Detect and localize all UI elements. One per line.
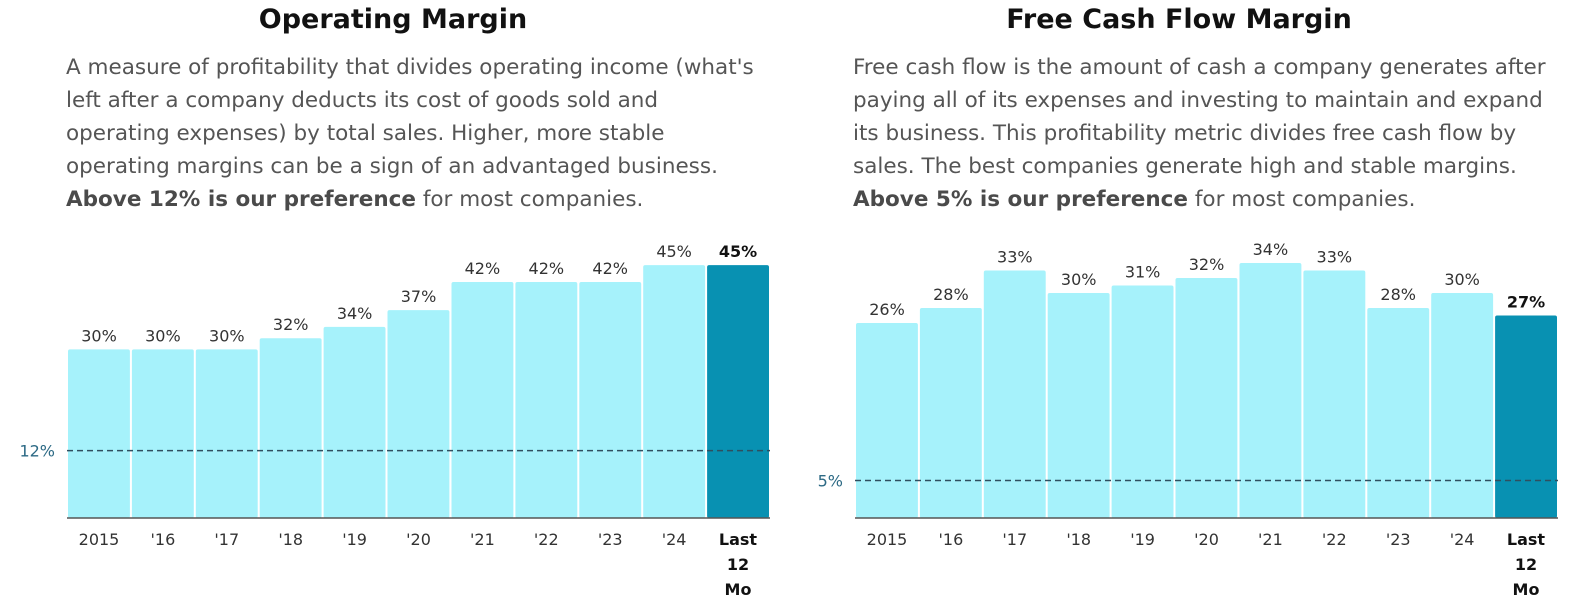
bar — [323, 326, 386, 518]
bar — [579, 282, 642, 518]
bar-value-label: 33% — [1317, 248, 1353, 267]
bar-value-label: 30% — [1444, 270, 1480, 289]
bar — [387, 310, 450, 518]
x-tick-label: '21 — [1258, 530, 1283, 549]
bar — [515, 282, 578, 518]
bar — [1111, 285, 1174, 518]
bar-value-label: 34% — [1253, 240, 1289, 259]
description-emphasis: Above 5% is our preference — [853, 187, 1189, 212]
description-emphasis: Above 12% is our preference — [66, 187, 416, 212]
x-tick-label: Last 12 Mo — [1507, 530, 1546, 599]
reference-line-label: 5% — [818, 472, 843, 491]
x-tick-label: '19 — [1130, 530, 1155, 549]
x-tick-label: '22 — [534, 530, 559, 549]
bar-current — [707, 265, 769, 518]
x-tick-label: Last 12 Mo — [719, 530, 758, 599]
x-tick-label: '17 — [214, 530, 239, 549]
x-tick-label: 2015 — [79, 530, 120, 549]
bar-value-label: 42% — [529, 259, 565, 278]
bar-value-label: 30% — [1061, 270, 1097, 289]
bar-value-label: 26% — [869, 300, 905, 319]
bar — [1367, 308, 1430, 518]
bar-value-label: 37% — [401, 287, 437, 306]
x-tick-label: '24 — [1450, 530, 1475, 549]
bar-value-label: 28% — [1380, 285, 1416, 304]
bar — [1239, 263, 1302, 518]
bar-value-label: 31% — [1125, 263, 1161, 282]
bar — [68, 349, 130, 518]
bar — [1303, 270, 1366, 518]
x-tick-label: '16 — [151, 530, 176, 549]
bar — [451, 282, 514, 518]
free-cash-flow-margin-chart: 26% 2015 28% '16 33% '17 30% '18 31% '19 32% '20 34%… — [818, 240, 1558, 599]
bar — [919, 308, 982, 518]
description-tail: for most companies. — [422, 187, 644, 212]
bar — [195, 349, 258, 518]
description-text: A measure of profitability that divides … — [66, 55, 754, 179]
x-tick-label: '20 — [1194, 530, 1219, 549]
x-tick-label: '19 — [342, 530, 367, 549]
bar — [983, 270, 1046, 518]
bar-value-label: 30% — [81, 326, 117, 345]
x-tick-label: '17 — [1002, 530, 1027, 549]
chart-title: Operating Margin — [258, 4, 528, 35]
bar — [643, 265, 706, 518]
x-tick-label: '22 — [1322, 530, 1347, 549]
bar — [259, 338, 322, 518]
bar-value-label: 28% — [933, 285, 969, 304]
bar-current — [1495, 315, 1557, 518]
x-tick-label: '21 — [470, 530, 495, 549]
chart-description: Free cash flow is the amount of cash a c… — [853, 51, 1553, 216]
bar — [1175, 278, 1238, 518]
description-text: Free cash flow is the amount of cash a c… — [853, 55, 1546, 179]
bar-value-label: 45% — [719, 242, 757, 261]
x-tick-label: '23 — [598, 530, 623, 549]
bar-value-label: 34% — [337, 304, 373, 323]
bar-value-label: 30% — [145, 326, 181, 345]
free-cash-flow-margin-panel: Free Cash Flow Margin Free cash flow is … — [786, 0, 1572, 603]
x-tick-label: '18 — [278, 530, 303, 549]
chart-description: A measure of profitability that divides … — [66, 51, 766, 216]
bar-value-label: 45% — [656, 242, 692, 261]
x-tick-label: '20 — [406, 530, 431, 549]
bar — [131, 349, 194, 518]
bar — [1047, 293, 1110, 518]
bar — [1431, 293, 1494, 518]
x-tick-label: '24 — [662, 530, 687, 549]
bar-value-label: 42% — [465, 259, 501, 278]
operating-margin-panel: Operating Margin A measure of profitabil… — [19, 4, 770, 599]
reference-line-label: 12% — [19, 442, 55, 461]
bar-value-label: 27% — [1507, 293, 1545, 312]
chart-title: Free Cash Flow Margin — [1006, 4, 1352, 35]
x-tick-label: '23 — [1386, 530, 1411, 549]
bar — [856, 323, 918, 518]
bar-value-label: 33% — [997, 248, 1033, 267]
bar-value-label: 32% — [273, 315, 309, 334]
bar-value-label: 42% — [592, 259, 628, 278]
x-tick-label: '16 — [939, 530, 964, 549]
description-tail: for most companies. — [1194, 187, 1416, 212]
x-tick-label: 2015 — [867, 530, 908, 549]
bar-value-label: 30% — [209, 326, 245, 345]
operating-margin-chart: 30% 2015 30% '16 30% '17 32% '18 34% '19 37% '20 42%… — [19, 242, 770, 599]
bar-value-label: 32% — [1189, 255, 1225, 274]
x-tick-label: '18 — [1066, 530, 1091, 549]
